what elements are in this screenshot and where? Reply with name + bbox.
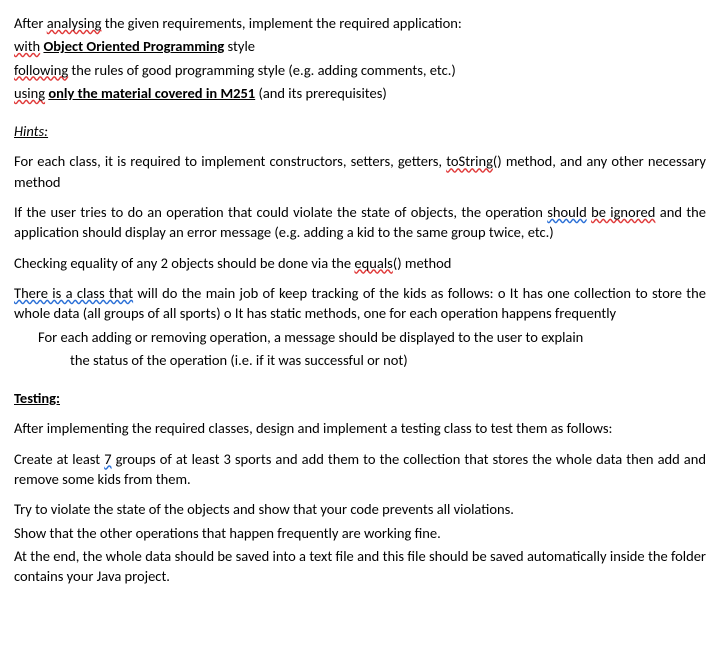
text: the given requirements, implement the re… [101, 14, 461, 32]
grammar-seven: 7 [104, 450, 111, 468]
text: style [224, 37, 255, 55]
text: If the user tries to do an operation tha… [14, 203, 547, 221]
misspell-following: following [14, 61, 68, 79]
hints-p1: For each class, it is required to implem… [14, 151, 706, 192]
text: groups of at least 3 sports and add them… [14, 450, 706, 488]
testing-p1: After implementing the required classes,… [14, 418, 706, 438]
hints-heading: Hints: [14, 121, 706, 141]
intro-line2: with Object Oriented Programming style [14, 36, 706, 56]
intro-line3: following the rules of good programming … [14, 60, 706, 80]
testing-p3: Try to violate the state of the objects … [14, 499, 706, 519]
misspell-beignored: be ignored [591, 203, 655, 221]
misspell-equals: equals [354, 254, 392, 272]
grammar-thereis: There is a class that [14, 284, 133, 302]
misspell-with: with [14, 37, 40, 55]
misspell-tostring: toString [446, 152, 493, 170]
misspell-using: using [14, 84, 45, 102]
testing-p4: Show that the other operations that happ… [14, 523, 706, 543]
text: the rules of good programming style (e.g… [68, 61, 456, 79]
text: Create at least [14, 450, 104, 468]
intro-line4: using only the material covered in M251 … [14, 83, 706, 103]
hints-p3: Checking equality of any 2 objects shoul… [14, 253, 706, 273]
grammar-should: should [547, 203, 587, 221]
misspell-analysing: analysing [47, 14, 102, 32]
bold-oop: Object Oriented Programming [43, 37, 224, 55]
hints-p2: If the user tries to do an operation tha… [14, 202, 706, 243]
hints-p5: For each adding or removing operation, a… [14, 327, 706, 347]
text: (and its prerequisites) [255, 84, 387, 102]
testing-heading: Testing: [14, 388, 706, 408]
testing-p2: Create at least 7 groups of at least 3 s… [14, 449, 706, 490]
text: After [14, 14, 47, 32]
bold-material: only the material covered in M251 [48, 84, 255, 102]
text: For each class, it is required to implem… [14, 152, 446, 170]
hints-p6: the status of the operation (i.e. if it … [14, 350, 706, 370]
intro-line1: After analysing the given requirements, … [14, 13, 706, 33]
text: Checking equality of any 2 objects shoul… [14, 254, 354, 272]
text: () method [393, 254, 452, 272]
hints-p4: There is a class that will do the main j… [14, 283, 706, 324]
testing-p5: At the end, the whole data should be sav… [14, 546, 706, 587]
